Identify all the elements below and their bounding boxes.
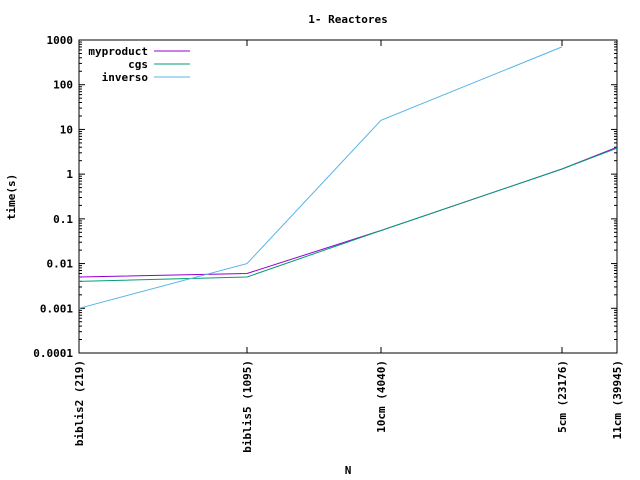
y-tick-label: 10 — [60, 123, 73, 136]
series-line-cgs — [78, 147, 618, 282]
legend-label: myproduct — [88, 45, 148, 58]
y-tick-label: 0.001 — [40, 302, 73, 315]
y-tick-label: 0.01 — [47, 258, 74, 271]
series-line-inverso — [78, 46, 563, 309]
series-line-myproduct — [78, 146, 618, 278]
y-tick-label: 1000 — [47, 34, 74, 47]
x-tick-label: 11cm (39945) — [611, 360, 624, 439]
x-tick-label: biblis5 (1095) — [241, 360, 254, 453]
x-tick-label: 5cm (23176) — [556, 360, 569, 433]
x-tick-label: 10cm (4040) — [375, 360, 388, 433]
x-tick-label: biblis2 (219) — [73, 360, 86, 446]
legend-label: cgs — [128, 58, 148, 71]
y-tick-label: 0.1 — [53, 213, 73, 226]
y-tick-label: 0.0001 — [33, 347, 73, 360]
chart-title: 1- Reactores — [308, 13, 387, 26]
y-tick-label: 100 — [53, 79, 73, 92]
y-axis-label: time(s) — [5, 174, 18, 220]
series-lines — [78, 46, 618, 309]
y-tick-label: 1 — [66, 168, 73, 181]
axis-ticks: 0.0001 0.001 0.01 0.1 1 10 100 1000 biblis2 (219… — [33, 34, 624, 453]
plot-area-frame — [78, 39, 618, 354]
x-axis-label: N — [345, 464, 352, 477]
legend-label: inverso — [102, 71, 149, 84]
